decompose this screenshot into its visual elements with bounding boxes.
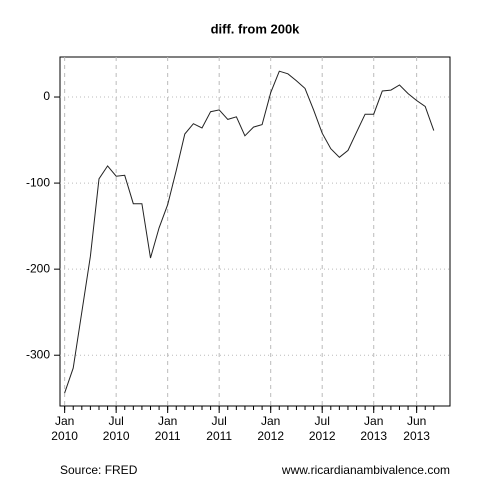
- source: Source: FRED: [60, 463, 138, 477]
- chart-title: diff. from 200k: [211, 21, 301, 36]
- x-tick-label: Jun 2013: [403, 414, 430, 443]
- y-tick-label: -200: [26, 261, 50, 275]
- line-series: [64, 70, 435, 394]
- y-tick-label: 0: [43, 89, 50, 103]
- credit: www.ricardianambivalence.com: [281, 463, 450, 477]
- plot-frame: [59, 56, 451, 407]
- y-tick-label: -300: [26, 347, 50, 361]
- x-tick-label: Jan 2013: [360, 414, 388, 443]
- x-tick-label: Jul 2011: [206, 414, 233, 443]
- x-tick-label: Jul 2010: [102, 414, 130, 443]
- x-tick-label: Jan 2010: [51, 414, 78, 443]
- x-tick-label: Jan 2011: [154, 414, 181, 443]
- x-tick-label: Jul 2012: [308, 414, 336, 443]
- y-tick-label: -100: [26, 175, 50, 189]
- x-tick-label: Jan 2012: [257, 414, 285, 443]
